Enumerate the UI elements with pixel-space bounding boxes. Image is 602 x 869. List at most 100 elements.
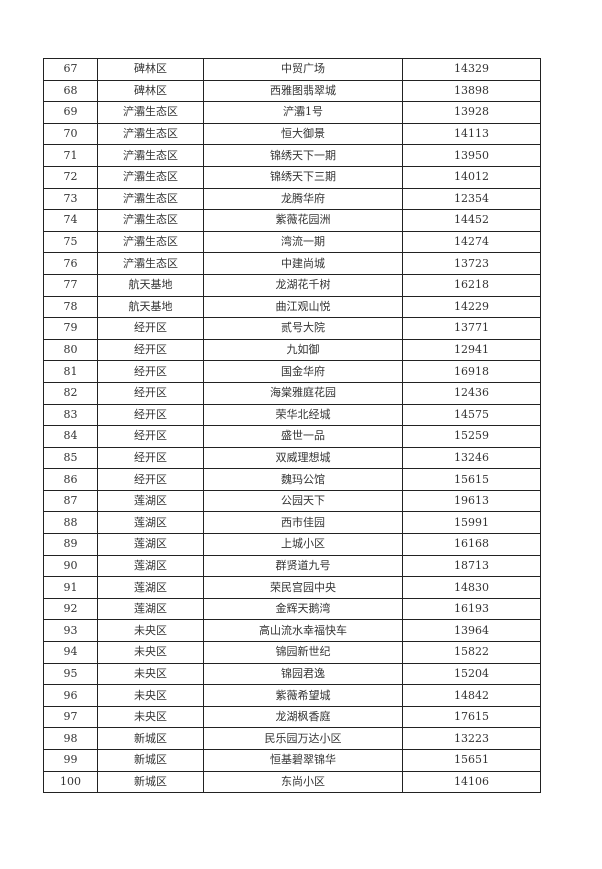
price-cell: 14830: [402, 576, 541, 599]
community-name-cell: 群贤道九号: [203, 554, 403, 578]
table-row: 82 经开区 海棠雅庭花园 12436: [43, 381, 541, 405]
row-number: 78: [43, 295, 98, 319]
district-cell: 莲湖区: [97, 511, 204, 535]
row-number: 68: [43, 79, 98, 103]
community-name-cell: 龙腾华府: [203, 187, 403, 211]
community-name-cell: 金辉天鹅湾: [203, 597, 403, 621]
community-name-cell: 紫薇花园洲: [203, 209, 403, 232]
price-cell: 13928: [402, 101, 541, 124]
community-name-cell: 双威理想城: [203, 446, 403, 470]
district-cell: 浐灞生态区: [97, 252, 204, 275]
district-cell: 航天基地: [97, 295, 204, 319]
community-name-cell: 恒大御景: [203, 122, 403, 146]
price-cell: 13223: [402, 727, 541, 750]
price-cell: 14113: [402, 122, 541, 146]
community-name-cell: 魏玛公馆: [203, 468, 403, 491]
table-row: 93 未央区 高山流水幸福快车 13964: [43, 619, 541, 643]
table-row: 70 浐灞生态区 恒大御景 14113: [43, 122, 541, 146]
price-cell: 16218: [402, 273, 541, 297]
district-cell: 莲湖区: [97, 576, 204, 599]
district-cell: 未央区: [97, 684, 204, 707]
row-number: 87: [43, 489, 98, 513]
community-name-cell: 锦绣天下一期: [203, 144, 403, 167]
price-cell: 15615: [402, 468, 541, 491]
row-number: 86: [43, 468, 98, 491]
price-cell: 13771: [402, 317, 541, 340]
price-cell: 12941: [402, 338, 541, 362]
community-name-cell: 锦绣天下三期: [203, 165, 403, 189]
price-cell: 13723: [402, 252, 541, 275]
price-cell: 16193: [402, 597, 541, 621]
price-cell: 14329: [402, 58, 541, 81]
community-name-cell: 龙湖枫香庭: [203, 705, 403, 729]
district-cell: 经开区: [97, 381, 204, 405]
table-row: 81 经开区 国金华府 16918: [43, 360, 541, 383]
community-name-cell: 曲江观山悦: [203, 295, 403, 319]
district-cell: 浐灞生态区: [97, 144, 204, 167]
community-name-cell: 上城小区: [203, 533, 403, 556]
community-name-cell: 海棠雅庭花园: [203, 381, 403, 405]
table-row: 97 未央区 龙湖枫香庭 17615: [43, 705, 541, 729]
row-number: 83: [43, 403, 98, 427]
district-cell: 经开区: [97, 338, 204, 362]
row-number: 94: [43, 641, 98, 664]
table-row: 96 未央区 紫薇希望城 14842: [43, 684, 541, 707]
price-cell: 12354: [402, 187, 541, 211]
table-row: 67 碑林区 中贸广场 14329: [43, 58, 541, 81]
community-name-cell: 民乐园万达小区: [203, 727, 403, 750]
price-cell: 16168: [402, 533, 541, 556]
community-name-cell: 国金华府: [203, 360, 403, 383]
district-cell: 航天基地: [97, 273, 204, 297]
row-number: 69: [43, 101, 98, 124]
community-name-cell: 锦园新世纪: [203, 641, 403, 664]
district-cell: 碑林区: [97, 79, 204, 103]
community-name-cell: 高山流水幸福快车: [203, 619, 403, 643]
community-name-cell: 荣民宫园中央: [203, 576, 403, 599]
row-number: 91: [43, 576, 98, 599]
district-cell: 新城区: [97, 749, 204, 772]
table-row: 85 经开区 双威理想城 13246: [43, 446, 541, 470]
row-number: 92: [43, 597, 98, 621]
row-number: 75: [43, 230, 98, 254]
table-row: 83 经开区 荣华北经城 14575: [43, 403, 541, 427]
price-cell: 15991: [402, 511, 541, 535]
row-number: 76: [43, 252, 98, 275]
table-row: 78 航天基地 曲江观山悦 14229: [43, 295, 541, 319]
district-cell: 浐灞生态区: [97, 230, 204, 254]
table-body: 67 碑林区 中贸广场 14329 68 碑林区 西雅图翡翠城 13898 69 浐灞生态区 浐灞1…: [43, 58, 541, 794]
price-cell: 15822: [402, 641, 541, 664]
row-number: 98: [43, 727, 98, 750]
price-cell: 14274: [402, 230, 541, 254]
district-cell: 碑林区: [97, 58, 204, 81]
district-cell: 经开区: [97, 446, 204, 470]
row-number: 67: [43, 58, 98, 81]
community-name-cell: 荣华北经城: [203, 403, 403, 427]
district-cell: 莲湖区: [97, 489, 204, 513]
district-cell: 未央区: [97, 662, 204, 686]
community-name-cell: 西雅图翡翠城: [203, 79, 403, 103]
row-number: 71: [43, 144, 98, 167]
district-cell: 莲湖区: [97, 533, 204, 556]
table-row: 73 浐灞生态区 龙腾华府 12354: [43, 187, 541, 211]
price-cell: 19613: [402, 489, 541, 513]
table-row: 69 浐灞生态区 浐灞1号 13928: [43, 101, 541, 124]
table-row: 75 浐灞生态区 湾流一期 14274: [43, 230, 541, 254]
community-name-cell: 湾流一期: [203, 230, 403, 254]
row-number: 100: [43, 770, 98, 794]
district-cell: 未央区: [97, 705, 204, 729]
row-number: 96: [43, 684, 98, 707]
district-cell: 经开区: [97, 360, 204, 383]
table-row: 88 莲湖区 西市佳园 15991: [43, 511, 541, 535]
table-row: 89 莲湖区 上城小区 16168: [43, 533, 541, 556]
table-row: 91 莲湖区 荣民宫园中央 14830: [43, 576, 541, 599]
table-row: 95 未央区 锦园君逸 15204: [43, 662, 541, 686]
row-number: 84: [43, 425, 98, 448]
district-cell: 经开区: [97, 403, 204, 427]
community-name-cell: 东尚小区: [203, 770, 403, 794]
row-number: 77: [43, 273, 98, 297]
table-row: 90 莲湖区 群贤道九号 18713: [43, 554, 541, 578]
row-number: 89: [43, 533, 98, 556]
row-number: 81: [43, 360, 98, 383]
community-name-cell: 贰号大院: [203, 317, 403, 340]
row-number: 90: [43, 554, 98, 578]
